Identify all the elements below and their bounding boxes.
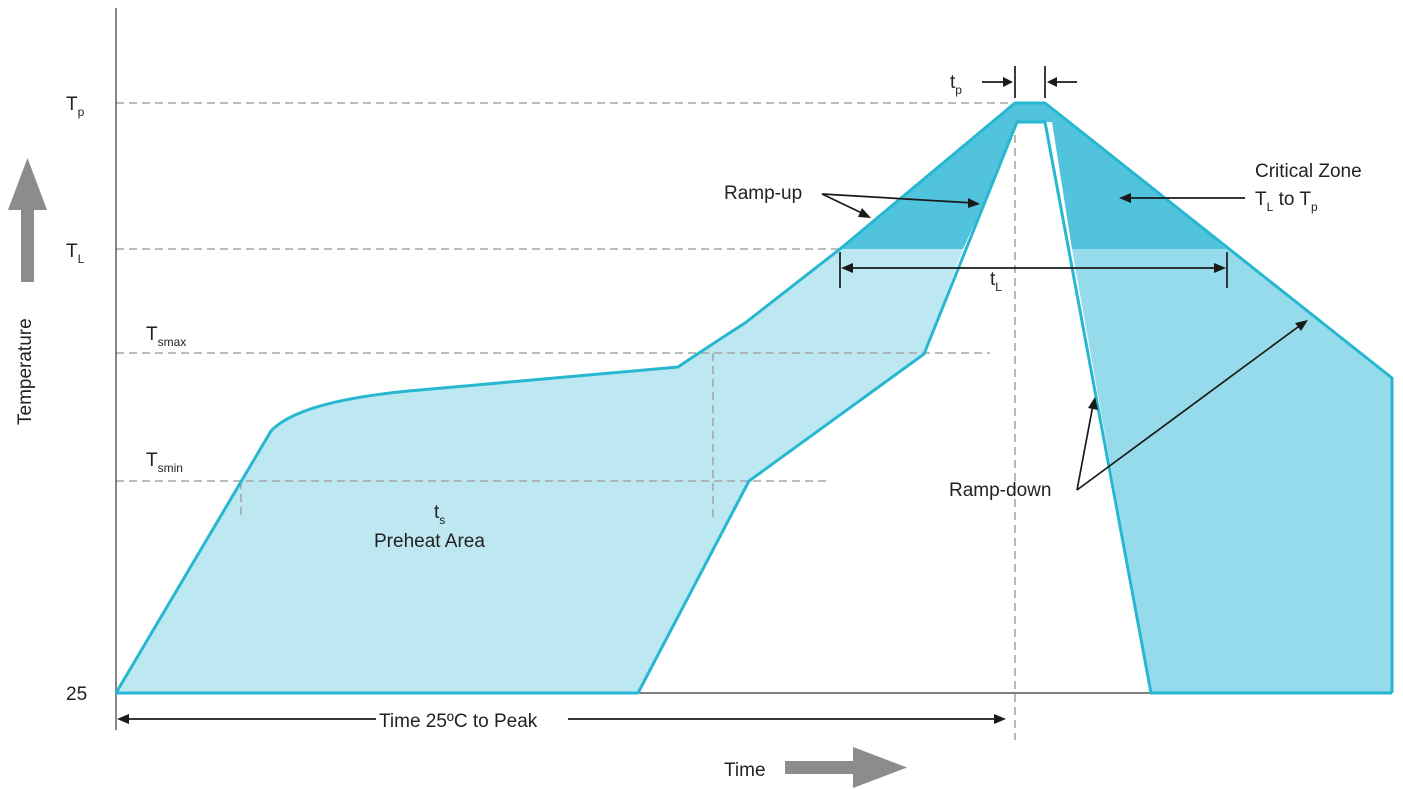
t25-level-label: 25	[66, 684, 87, 705]
tp-level-label: Tp	[66, 94, 85, 119]
preheat-area-label: Preheat Area	[374, 531, 485, 552]
left-arrow-icon	[117, 714, 129, 724]
tl-duration-label: tL	[990, 269, 1002, 294]
ts-label: ts	[434, 502, 445, 527]
profile-outline	[114, 101, 1394, 695]
time-to-peak-label: Time 25ºC to Peak	[379, 711, 538, 732]
ramp-down-pointer-2	[1076, 323, 1303, 491]
lower-profile-line	[636, 120, 1392, 695]
time-axis-arrow: Time	[724, 747, 907, 788]
tp-dimension: tp	[950, 66, 1077, 98]
temperature-axis-arrow	[8, 158, 47, 282]
tl-level-label: TL	[66, 241, 85, 266]
ramp-down-callout: Ramp-down	[949, 320, 1308, 501]
pointer-arrowhead-icon	[968, 198, 980, 208]
critical-zone-callout: Critical Zone TL to Tp	[1119, 161, 1362, 214]
tsmin-level-label: Tsmin	[146, 450, 183, 475]
ramp-down-pointer-1	[1076, 404, 1094, 491]
ramp-down-label: Ramp-down	[949, 480, 1051, 501]
up-arrow-icon	[8, 158, 47, 210]
guide-lines	[116, 102, 1016, 740]
rampup-critical-area	[840, 103, 1045, 249]
temperature-arrow-shaft-icon	[21, 210, 34, 282]
pointer-arrowhead-icon	[1088, 397, 1098, 410]
temperature-axis-label: Temperature	[15, 318, 36, 425]
upper-profile-line	[114, 101, 1394, 694]
ramp-up-pointer-1	[821, 193, 867, 216]
rampdown-area	[1072, 249, 1392, 693]
right-arrow-icon	[1003, 77, 1013, 87]
left-arrow-icon	[1119, 193, 1131, 203]
critical-zone-range-label: TL to Tp	[1255, 189, 1318, 214]
left-arrow-icon	[1047, 77, 1057, 87]
time-to-peak-label-bg	[376, 706, 568, 732]
time-axis-label: Time	[724, 760, 766, 781]
pointer-arrowhead-icon	[1295, 320, 1308, 331]
tsmax-level-label: Tsmax	[146, 324, 186, 349]
ramp-up-label: Ramp-up	[724, 183, 802, 204]
time-arrow-shaft-icon	[785, 761, 853, 774]
tp-duration-label: tp	[950, 72, 962, 97]
ramp-up-pointer-2	[821, 193, 975, 204]
right-arrow-icon	[994, 714, 1006, 724]
time-to-peak-dimension: Time 25ºC to Peak	[117, 706, 1006, 732]
profile-fills	[116, 103, 1392, 693]
ramp-up-callout: Ramp-up	[724, 183, 980, 218]
left-arrow-icon	[841, 263, 853, 273]
y-level-labels: Tp TL Tsmax Tsmin 25	[66, 94, 186, 705]
right-arrow-icon	[1214, 263, 1226, 273]
profile-envelope-area	[116, 249, 963, 693]
pointer-arrowhead-icon	[858, 208, 871, 218]
right-arrow-icon	[853, 747, 907, 788]
tl-dimension: tL	[839, 252, 1228, 294]
critical-zone-label: Critical Zone	[1255, 161, 1362, 182]
